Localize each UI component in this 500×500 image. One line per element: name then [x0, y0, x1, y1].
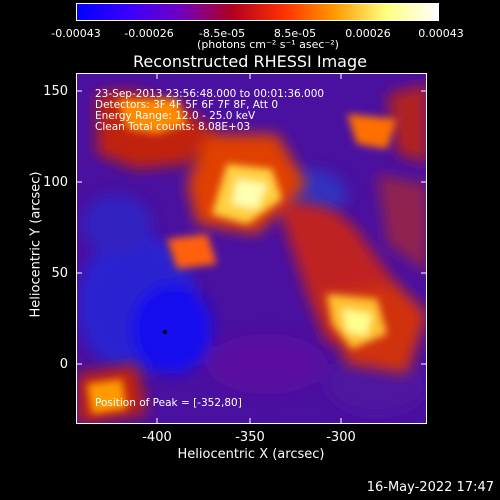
x-tick: -350 [235, 430, 265, 445]
x-tick: -400 [142, 430, 172, 445]
y-tick: 0 [59, 357, 68, 372]
y-tick: 100 [43, 175, 68, 190]
y-tick: 50 [51, 266, 68, 281]
colorbar-unit: (photons cm⁻² s⁻¹ asec⁻²) [197, 38, 339, 51]
colorbar-tick: -8.5e-05 [198, 27, 246, 40]
time-range: 23-Sep-2013 23:56:48.000 to 00:01:36.000 [95, 88, 325, 100]
plot-title: Reconstructed RHESSI Image [133, 52, 367, 71]
colorbar-tick: 8.5e-05 [273, 27, 317, 40]
colorbar [76, 3, 439, 21]
clean-counts: Clean Total counts: 8.08E+03 [95, 121, 251, 133]
colorbar-tick: 0.00026 [345, 27, 391, 40]
rhessi-image [76, 73, 427, 424]
x-axis-label: Heliocentric X (arcsec) [177, 447, 325, 462]
detectors: Detectors: 3F 4F 5F 6F 7F 8F, Att 0 [95, 99, 279, 111]
colorbar-tick: 0.00043 [418, 27, 464, 40]
x-tick: -300 [326, 430, 356, 445]
timestamp: 16-May-2022 17:47 [366, 480, 494, 495]
energy-range: Energy Range: 12.0 - 25.0 keV [95, 110, 256, 122]
image-map [77, 74, 426, 423]
y-tick: 150 [43, 84, 68, 99]
peak-marker [163, 330, 167, 334]
colorbar-tick: -0.00026 [124, 27, 174, 40]
peak-position: Position of Peak = [-352,80] [95, 397, 242, 409]
colorbar-tick: -0.00043 [51, 27, 101, 40]
image-field-high [87, 99, 397, 414]
